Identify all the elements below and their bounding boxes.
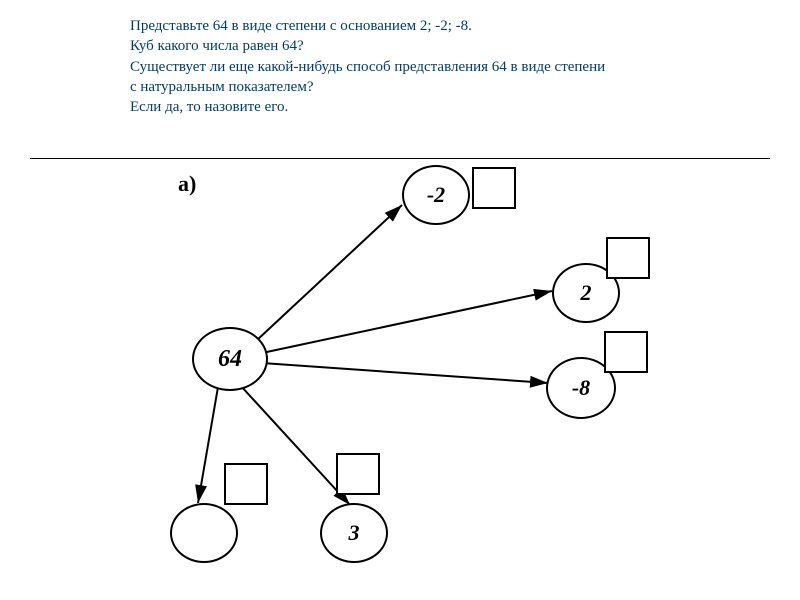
diagram-area: а) 64 -2 2 -8 3 (0, 165, 800, 600)
arrow (262, 291, 552, 353)
target-node-label: -8 (572, 375, 590, 401)
arrow (262, 363, 548, 383)
question-line: Куб какого числа равен 64? (130, 36, 750, 56)
exponent-box[interactable] (224, 463, 268, 505)
exponent-box[interactable] (604, 331, 648, 373)
center-node-label: 64 (218, 346, 242, 373)
arrow (256, 205, 402, 341)
question-line: с натуральным показателем? (130, 77, 750, 97)
target-node: 3 (320, 503, 388, 563)
divider (30, 158, 770, 159)
part-label: а) (178, 171, 196, 197)
exponent-box[interactable] (336, 453, 380, 495)
target-node-label: 3 (349, 520, 360, 546)
target-node-label: -2 (427, 182, 445, 208)
question-block: Представьте 64 в виде степени с основани… (130, 16, 750, 117)
center-node: 64 (192, 327, 268, 391)
exponent-box[interactable] (606, 237, 650, 279)
question-line: Представьте 64 в виде степени с основани… (130, 16, 750, 36)
question-line: Если да, то назовите его. (130, 97, 750, 117)
target-node (170, 503, 238, 563)
arrow (198, 387, 218, 503)
exponent-box[interactable] (472, 167, 516, 209)
target-node-label: 2 (581, 280, 592, 306)
question-line: Существует ли еще какой-нибудь способ пр… (130, 57, 750, 77)
target-node: -2 (402, 165, 470, 225)
arrow-layer (0, 165, 800, 600)
